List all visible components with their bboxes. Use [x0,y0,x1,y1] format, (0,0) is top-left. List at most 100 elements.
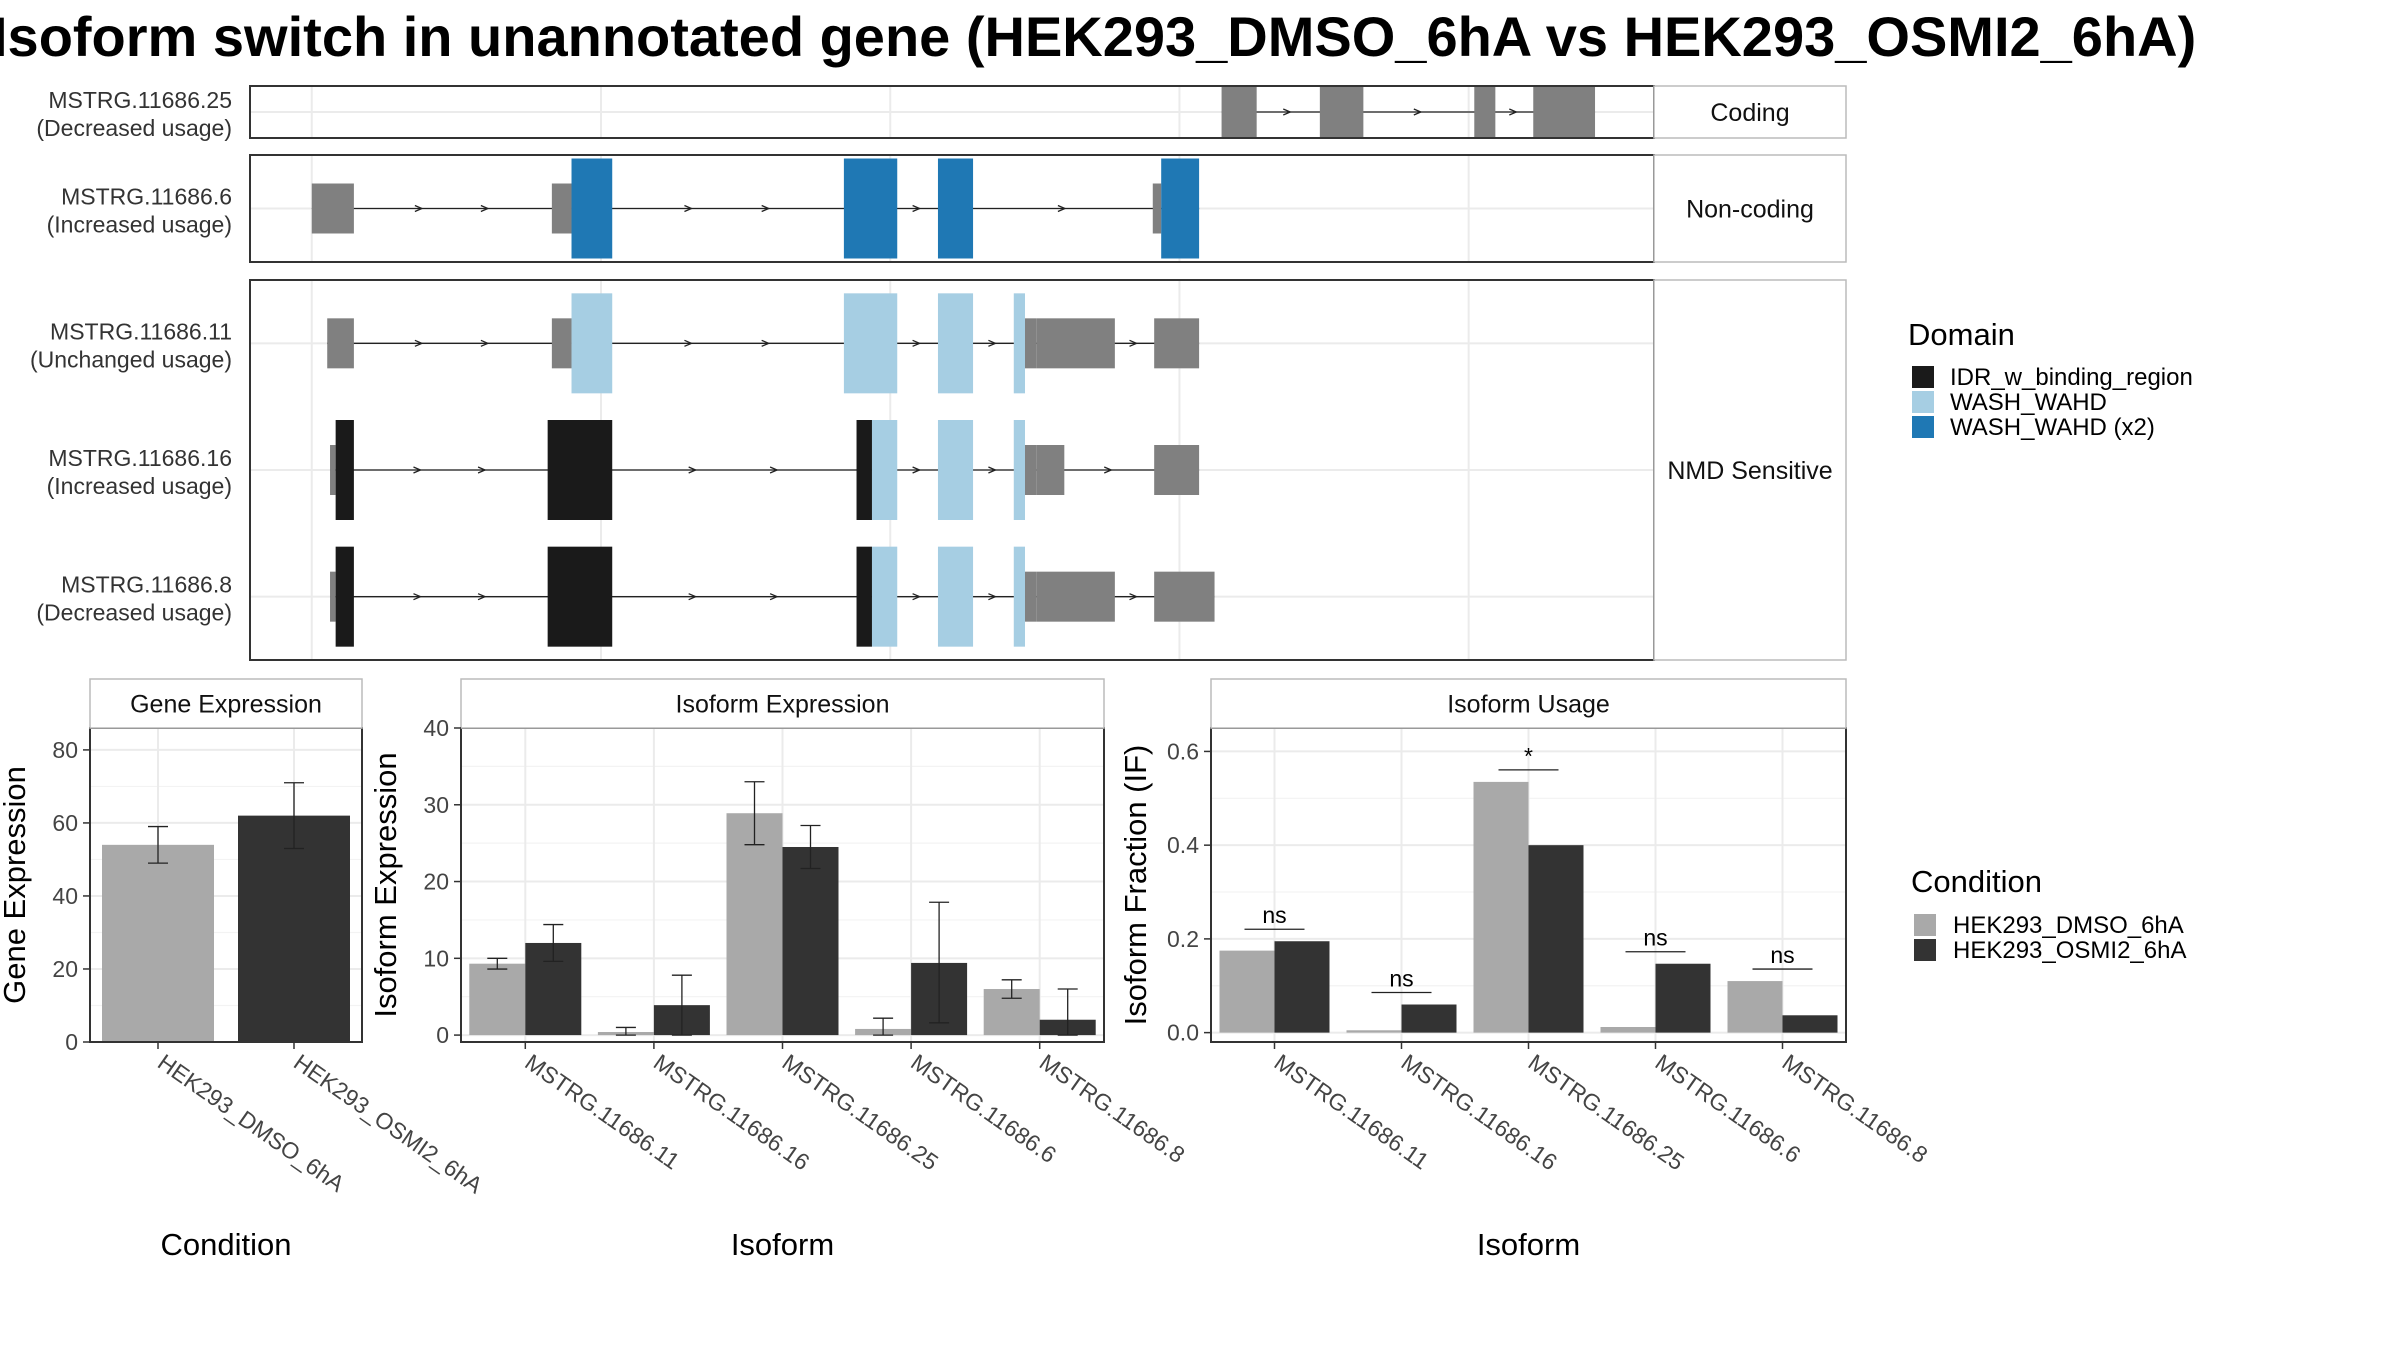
y-tick-label: 0 [436,1022,449,1048]
exon-block [937,420,974,520]
structure-strip [1653,85,1847,139]
structure-strip [1653,279,1847,661]
intron-arrow [1413,108,1423,116]
exon-block [1221,87,1257,137]
y-tick-label: 0 [65,1029,78,1055]
condition-item: HEK293_DMSO_6hA [1953,912,2184,939]
facet-strip-label: Gene Expression [130,691,322,719]
exon-block [871,546,898,647]
exon-block [311,183,354,234]
intron-arrow [912,339,922,347]
exon-block [547,420,613,520]
intron-arrow [1283,108,1292,116]
legend-swatch [1912,366,1934,388]
bar [102,844,214,1042]
exon-block [335,420,354,520]
exon-block [327,318,354,369]
condition-legend-title: Condition [1911,864,2042,899]
exon-block [1474,87,1496,137]
exon-block [937,158,974,259]
intron-arrow [1057,204,1067,213]
exon-block [1013,546,1026,647]
intron-arrow [769,466,779,474]
structure-strip [1653,154,1847,263]
intron-arrow [761,339,771,347]
exon-block [551,183,572,234]
exon-block [1154,318,1200,369]
exon-block [937,546,974,647]
exon-block [1319,87,1364,137]
isoform-expression-panel: Isoform Expression010203040MSTRG.11686.1… [368,678,1190,1262]
intron-arrow [477,466,487,474]
y-axis-title: Gene Expression [0,766,32,1004]
legend-item: IDR_w_binding_region [1950,364,2193,391]
intron-arrow [769,593,779,601]
bar [1727,981,1783,1033]
x-axis-title: Isoform [731,1227,834,1262]
exon-block [1025,571,1037,622]
legend-swatch [1912,391,1934,413]
condition-item: HEK293_OSMI2_6hA [1953,937,2186,964]
exon-block [571,158,613,259]
bar [1346,1030,1402,1033]
significance-label: ns [1643,925,1667,951]
intron-arrow [413,466,423,474]
exon-block [871,420,898,520]
bar [1401,1004,1457,1033]
exon-block [1013,420,1026,520]
exon-block [1013,293,1026,394]
intron-arrow [414,339,424,347]
bar [782,846,839,1036]
intron-arrow [684,339,694,347]
facet-strip-label: Isoform Usage [1447,691,1610,719]
bar [1600,1027,1656,1033]
exon-block [1036,445,1065,495]
intron-arrow [912,593,922,601]
significance-label: ns [1770,942,1794,968]
exon-block [1036,571,1115,622]
legend-item: WASH_WAHD [1950,389,2107,416]
isoform-row-label: MSTRG.11686.16 [48,445,232,471]
intron-arrow [413,593,423,601]
y-tick-label: 20 [52,956,78,982]
legend-item: WASH_WAHD (x2) [1950,414,2155,441]
exon-block [1025,445,1037,495]
isoform-usage-note: (Unchanged usage) [30,346,232,372]
gene-structure-panel: MSTRG.11686.25(Decreased usage)CodingMST… [30,85,1847,661]
exon-block [937,293,974,394]
intron-arrow [1103,466,1113,474]
legend-swatch [1912,416,1934,438]
bar [726,813,783,1036]
bar [469,963,526,1036]
intron-arrow [912,204,922,213]
x-axis-title: Isoform [1477,1227,1580,1262]
exon-block [1152,183,1162,234]
isoform-usage-note: (Increased usage) [47,473,232,499]
significance-label: * [1524,743,1533,769]
bar [1782,1015,1838,1033]
bar [1219,950,1275,1033]
exon-block [1154,445,1200,495]
gene-expression-panel: Gene Expression020406080HEK293_DMSO_6hAH… [0,678,488,1262]
y-tick-label: 80 [52,737,78,763]
exon-block [335,546,354,647]
exon-block [843,158,898,259]
exon-block [856,546,872,647]
exon-block [547,546,613,647]
legend-title: Domain [1908,317,2015,352]
isoform-row-label: MSTRG.11686.25 [48,87,232,113]
facet-strip [460,678,1105,729]
intron-arrow [688,593,698,601]
facet-strip [1210,678,1847,729]
condition-swatch [1914,939,1936,961]
intron-arrow [1129,593,1139,601]
exon-block [1025,318,1037,369]
intron-arrow [688,466,698,474]
exon-block [1036,318,1115,369]
x-axis-title: Condition [161,1227,292,1262]
intron-arrow [414,204,424,213]
bar [1528,845,1584,1033]
y-axis-title: Isoform Fraction (IF) [1118,745,1153,1026]
